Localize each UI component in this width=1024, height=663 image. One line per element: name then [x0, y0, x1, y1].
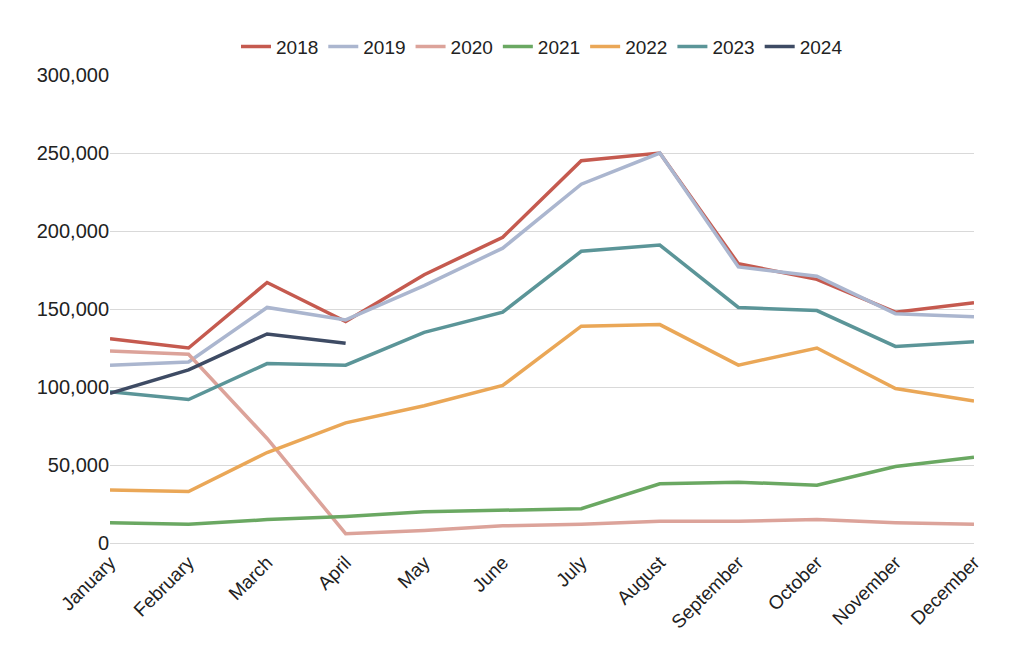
svg-text:August: August — [613, 551, 670, 608]
svg-text:150,000: 150,000 — [37, 298, 109, 320]
svg-text:October: October — [764, 552, 827, 615]
svg-text:50,000: 50,000 — [48, 454, 109, 476]
svg-text:2021: 2021 — [538, 37, 580, 58]
svg-text:June: June — [468, 552, 512, 596]
svg-text:January: January — [57, 552, 120, 615]
svg-text:November: November — [828, 552, 905, 629]
svg-text:July: July — [552, 552, 591, 591]
svg-text:February: February — [129, 552, 198, 621]
svg-text:200,000: 200,000 — [37, 220, 109, 242]
svg-text:2022: 2022 — [625, 37, 667, 58]
svg-text:2018: 2018 — [276, 37, 318, 58]
svg-text:2023: 2023 — [712, 37, 754, 58]
svg-text:March: March — [224, 552, 276, 604]
svg-text:2019: 2019 — [363, 37, 405, 58]
svg-text:2024: 2024 — [800, 37, 843, 58]
svg-text:2020: 2020 — [451, 37, 493, 58]
svg-text:April: April — [313, 552, 355, 594]
svg-text:December: December — [907, 552, 984, 629]
svg-text:September: September — [667, 552, 748, 633]
svg-text:0: 0 — [98, 532, 109, 554]
svg-text:May: May — [393, 552, 434, 593]
svg-text:250,000: 250,000 — [37, 142, 109, 164]
svg-text:300,000: 300,000 — [37, 64, 109, 86]
svg-text:100,000: 100,000 — [37, 376, 109, 398]
